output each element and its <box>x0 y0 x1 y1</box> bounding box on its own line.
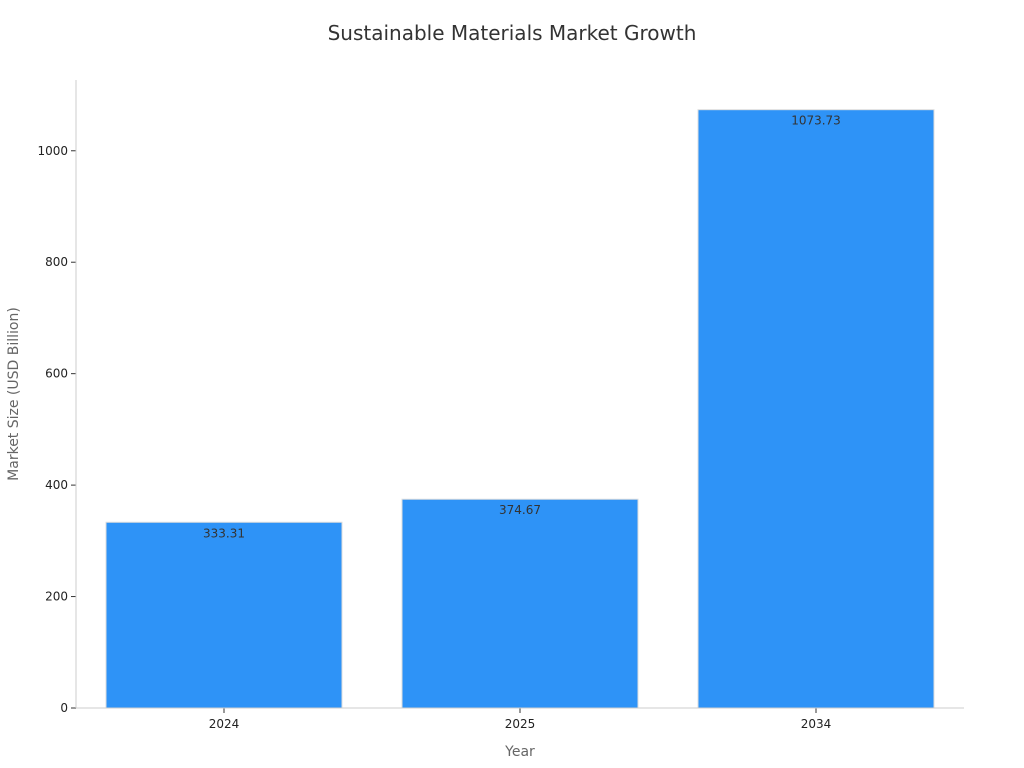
x-tick-label-2024: 2024 <box>209 717 240 731</box>
x-tick-label-2025: 2025 <box>505 717 536 731</box>
x-tick-label-2034: 2034 <box>801 717 832 731</box>
y-tick-label: 200 <box>45 590 68 604</box>
data-label-2024: 333.31 <box>203 526 245 540</box>
y-axis-title: Market Size (USD Billion) <box>6 307 22 481</box>
y-axis: 0 200 400 600 800 1000 <box>37 144 76 715</box>
x-axis-title: Year <box>504 744 535 760</box>
y-tick-label: 600 <box>45 367 68 381</box>
x-axis: 2024 2025 2034 <box>209 708 832 731</box>
bar-2034[interactable] <box>697 109 935 709</box>
y-tick-label: 400 <box>45 478 68 492</box>
data-label-2025: 374.67 <box>499 503 541 517</box>
chart-title: Sustainable Materials Market Growth <box>328 21 697 45</box>
bars-group: 333.31 374.67 1073.73 <box>105 109 935 709</box>
y-tick-label: 800 <box>45 255 68 269</box>
y-tick-label: 0 <box>60 701 68 715</box>
bar-2025[interactable] <box>401 498 639 709</box>
y-tick-label: 1000 <box>37 144 68 158</box>
bar-2024[interactable] <box>105 521 343 709</box>
data-label-2034: 1073.73 <box>791 114 841 128</box>
